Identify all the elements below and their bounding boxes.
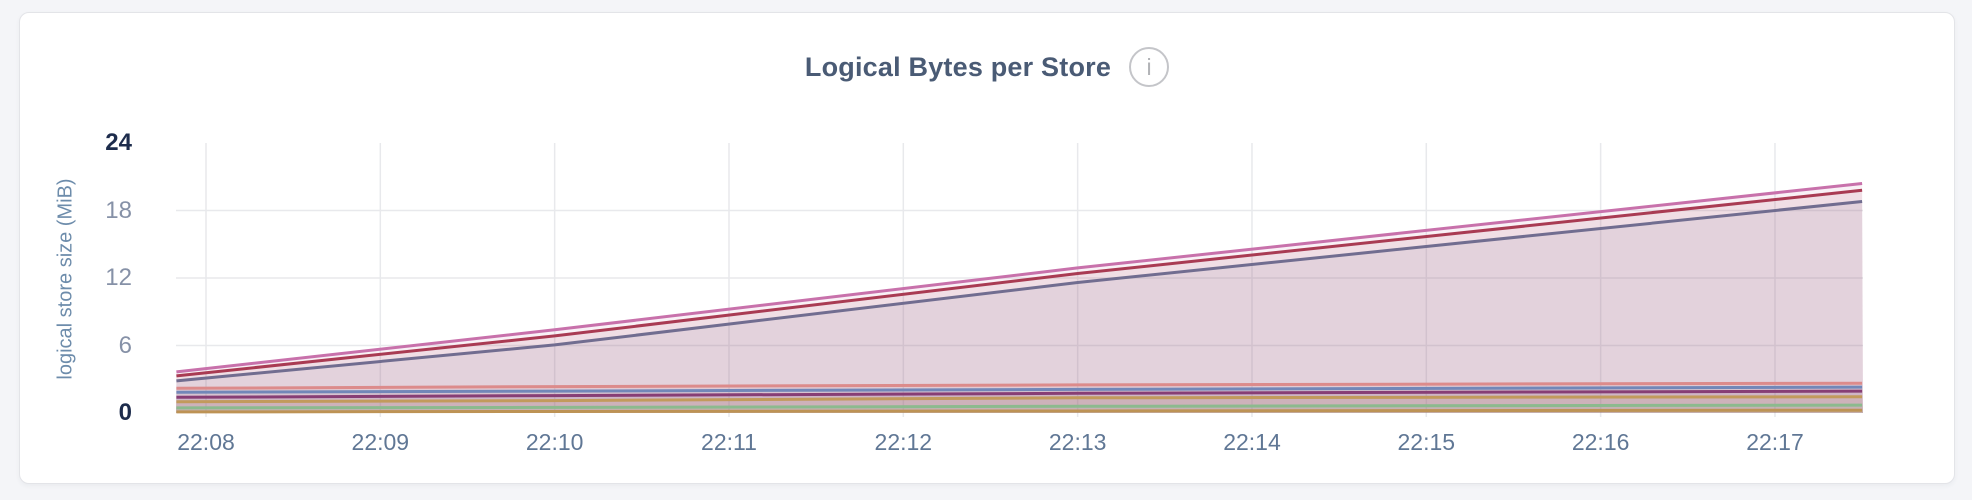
series-line-store-9 [176, 408, 1863, 414]
series-line-store-6 [176, 389, 1863, 399]
x-axis-tick-label: 22:14 [1223, 429, 1281, 455]
series-line-store-4 [176, 381, 1863, 390]
x-axis-tick-label: 22:16 [1571, 429, 1630, 455]
x-axis-tick-label: 22:12 [874, 429, 933, 455]
series-fill-store-1 [176, 183, 1863, 413]
series-line-store-7 [176, 395, 1863, 404]
chart-header: Logical Bytes per Store i [19, 44, 1955, 90]
info-icon-glyph: i [1146, 53, 1152, 80]
y-axis-tick-label: 18 [105, 196, 132, 224]
x-axis-tick-label: 22:09 [351, 429, 410, 455]
x-axis-tick-label: 22:10 [525, 429, 584, 455]
series-line-store-5 [176, 385, 1863, 394]
x-axis-tick-label: 22:15 [1397, 429, 1456, 455]
x-axis-tick-label: 22:13 [1048, 429, 1107, 455]
y-axis-tick-label: 0 [118, 399, 132, 426]
chart-title: Logical Bytes per Store [804, 51, 1112, 82]
x-axis-tick-label: 22:17 [1746, 429, 1804, 455]
y-axis-tick-label: 6 [118, 331, 132, 359]
series-fill-store-3 [176, 201, 1863, 413]
series-line-store-8 [176, 403, 1863, 410]
y-axis-tick-label: 12 [105, 264, 132, 291]
series-line-store-1 [176, 182, 1863, 374]
info-icon[interactable]: i [1129, 47, 1170, 87]
series-line-store-3 [176, 200, 1863, 383]
y-axis-tick-label: 24 [105, 129, 132, 156]
series-line-store-2 [176, 188, 1863, 378]
x-axis-tick-label: 22:11 [701, 429, 757, 455]
x-axis-tick-label: 22:08 [177, 429, 235, 455]
